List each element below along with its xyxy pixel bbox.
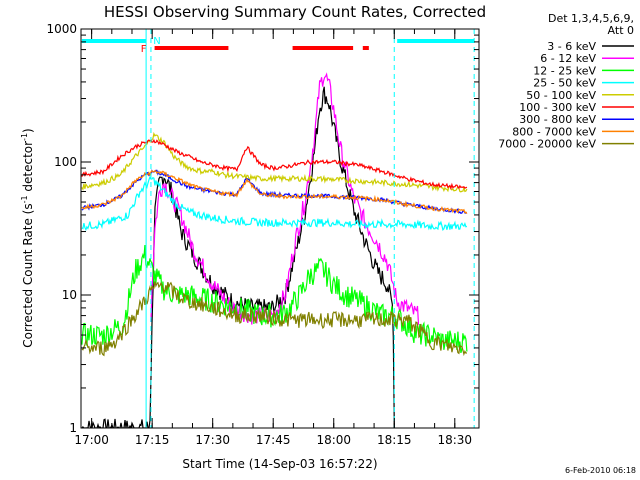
legend-label: 3 - 6 keV [547, 40, 596, 53]
series-line [81, 281, 468, 357]
x-tick-label: 17:00 [74, 433, 109, 447]
y-axis: 1 10 100 1000 [46, 22, 479, 435]
y-axis-label: Corrected Count Rate (s-1 detector-1) [20, 128, 35, 347]
y-tick-label: 10 [62, 288, 77, 302]
legend-label: 6 - 12 keV [540, 52, 596, 65]
x-tick-label: 17:45 [256, 433, 291, 447]
legend-label: 800 - 7000 keV [512, 125, 596, 138]
plot-frame [80, 28, 480, 429]
x-axis: 17:00 17:15 17:30 17:45 18:00 18:15 18:30 [74, 29, 472, 447]
x-tick-label: 18:00 [316, 433, 351, 447]
legend-subtitle: Att 0 [608, 24, 634, 37]
legend-label: 25 - 50 keV [533, 77, 596, 90]
y-axis-label-part: detector [21, 141, 35, 196]
y-axis-label-part: Corrected Count Rate (s [21, 203, 35, 347]
legend-label: 100 - 300 keV [519, 101, 596, 114]
legend-label: 7000 - 20000 keV [498, 138, 596, 151]
flag-f: F [141, 44, 147, 55]
y-tick-label: 100 [54, 155, 77, 169]
y-axis-label-sup: -1 [20, 195, 29, 203]
y-tick-label: 1 [69, 421, 77, 435]
series-line [81, 131, 468, 193]
x-tick-label: 17:30 [195, 433, 230, 447]
x-tick-label: 18:15 [377, 433, 412, 447]
legend-label: 12 - 25 keV [533, 64, 596, 77]
x-tick-label: 18:30 [437, 433, 472, 447]
legend-label: 300 - 800 keV [519, 113, 596, 126]
series-group [81, 72, 468, 428]
legend-title: Det 1,3,4,5,6,9, [548, 12, 634, 25]
y-axis-label-part: ) [21, 128, 35, 133]
flag-n: N [153, 36, 160, 47]
footer-date: 6-Feb-2010 06:18 [565, 466, 636, 475]
chart-title: HESSI Observing Summary Count Rates, Cor… [104, 3, 486, 21]
legend-label: 50 - 100 keV [526, 89, 596, 102]
x-tick-label: 17:15 [135, 433, 170, 447]
x-axis-label: Start Time (14-Sep-03 16:57:22) [182, 457, 377, 471]
plot-area: FN [80, 28, 480, 429]
y-tick-label: 1000 [46, 22, 77, 36]
series-line [81, 86, 395, 428]
series-line [150, 72, 420, 325]
y-axis-label-sup: -1 [20, 133, 29, 141]
